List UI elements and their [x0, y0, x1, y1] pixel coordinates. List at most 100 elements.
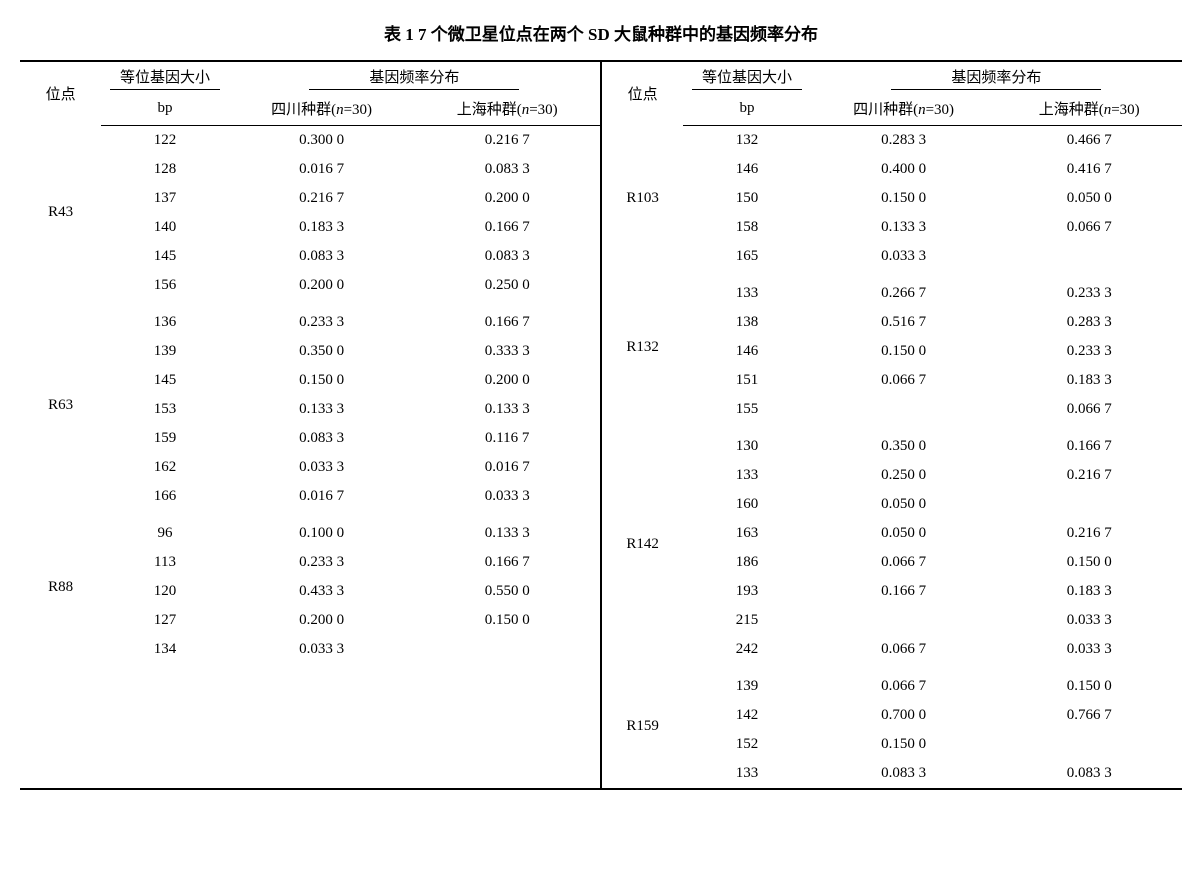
table-row: R1591390.066 70.150 0 [602, 664, 1182, 701]
cell-bp: 186 [683, 548, 811, 577]
cell-bp: 151 [683, 366, 811, 395]
cell-sichuan: 0.250 0 [811, 461, 997, 490]
table-row: 1530.133 30.133 3 [20, 395, 600, 424]
cell-bp: 156 [101, 271, 229, 300]
cell-shanghai: 0.083 3 [414, 155, 600, 184]
cell-shanghai: 0.183 3 [996, 366, 1182, 395]
cell-sichuan: 0.016 7 [229, 482, 415, 511]
cell-sichuan: 0.150 0 [811, 184, 997, 213]
table-row: 1520.150 0 [602, 730, 1182, 759]
cell-bp: 153 [101, 395, 229, 424]
table-row: 1860.066 70.150 0 [602, 548, 1182, 577]
cell-bp: 130 [683, 424, 811, 461]
cell-shanghai: 0.150 0 [414, 606, 600, 635]
cell-shanghai: 0.150 0 [996, 664, 1182, 701]
cell-sichuan: 0.300 0 [229, 126, 415, 156]
cell-sichuan: 0.283 3 [811, 126, 997, 156]
table-row: 1630.050 00.216 7 [602, 519, 1182, 548]
header-sichuan: 四川种群(n=30) [229, 94, 415, 126]
table-row: 1330.083 30.083 3 [602, 759, 1182, 788]
cell-shanghai: 0.200 0 [414, 366, 600, 395]
cell-sichuan: 0.150 0 [229, 366, 415, 395]
table-row: 1460.400 00.416 7 [602, 155, 1182, 184]
cell-bp: 142 [683, 701, 811, 730]
header-freq-dist: 基因频率分布 [811, 62, 1182, 94]
right-table: 位点 等位基因大小 基因频率分布 bp 四川种群(n=30) 上海种群(n=30… [602, 62, 1182, 788]
cell-bp: 133 [683, 759, 811, 788]
cell-sichuan: 0.150 0 [811, 337, 997, 366]
cell-sichuan: 0.350 0 [229, 337, 415, 366]
table-row: 1270.200 00.150 0 [20, 606, 600, 635]
cell-shanghai: 0.016 7 [414, 453, 600, 482]
table-row: 1580.133 30.066 7 [602, 213, 1182, 242]
cell-shanghai: 0.133 3 [414, 511, 600, 548]
cell-sichuan: 0.016 7 [229, 155, 415, 184]
cell-sichuan: 0.066 7 [811, 635, 997, 664]
cell-sichuan: 0.133 3 [811, 213, 997, 242]
cell-shanghai: 0.166 7 [414, 300, 600, 337]
table-row: 1620.033 30.016 7 [20, 453, 600, 482]
cell-shanghai: 0.766 7 [996, 701, 1182, 730]
cell-bp: 140 [101, 213, 229, 242]
header-freq-dist: 基因频率分布 [229, 62, 600, 94]
cell-sichuan: 0.033 3 [229, 453, 415, 482]
cell-shanghai: 0.066 7 [996, 213, 1182, 242]
table-left-half: 位点 等位基因大小 基因频率分布 bp 四川种群(n=30) 上海种群(n=30… [20, 62, 601, 788]
table-row: 1500.150 00.050 0 [602, 184, 1182, 213]
cell-bp: 158 [683, 213, 811, 242]
cell-shanghai [996, 242, 1182, 271]
cell-sichuan: 0.066 7 [811, 548, 997, 577]
cell-shanghai: 0.200 0 [414, 184, 600, 213]
cell-sichuan: 0.066 7 [811, 664, 997, 701]
cell-shanghai: 0.166 7 [414, 213, 600, 242]
cell-shanghai: 0.216 7 [996, 519, 1182, 548]
cell-bp: 113 [101, 548, 229, 577]
cell-shanghai: 0.166 7 [414, 548, 600, 577]
cell-shanghai: 0.066 7 [996, 395, 1182, 424]
header-shanghai: 上海种群(n=30) [996, 94, 1182, 126]
header-bp: bp [101, 94, 229, 126]
locus-cell: R142 [602, 424, 683, 664]
table-row: 1380.516 70.283 3 [602, 308, 1182, 337]
table-row: 1200.433 30.550 0 [20, 577, 600, 606]
cell-sichuan: 0.516 7 [811, 308, 997, 337]
cell-bp: 163 [683, 519, 811, 548]
cell-sichuan: 0.083 3 [811, 759, 997, 788]
cell-shanghai: 0.150 0 [996, 548, 1182, 577]
cell-shanghai: 0.033 3 [996, 606, 1182, 635]
header-sichuan: 四川种群(n=30) [811, 94, 997, 126]
cell-sichuan: 0.166 7 [811, 577, 997, 606]
cell-shanghai: 0.233 3 [996, 271, 1182, 308]
cell-sichuan: 0.700 0 [811, 701, 997, 730]
table-row: R631360.233 30.166 7 [20, 300, 600, 337]
table-container: 位点 等位基因大小 基因频率分布 bp 四川种群(n=30) 上海种群(n=30… [20, 60, 1182, 790]
header-locus: 位点 [20, 62, 101, 126]
cell-bp: 152 [683, 730, 811, 759]
cell-shanghai: 0.166 7 [996, 424, 1182, 461]
cell-sichuan: 0.233 3 [229, 300, 415, 337]
table-row: 1130.233 30.166 7 [20, 548, 600, 577]
cell-shanghai: 0.283 3 [996, 308, 1182, 337]
cell-shanghai: 0.183 3 [996, 577, 1182, 606]
table-row: R1321330.266 70.233 3 [602, 271, 1182, 308]
cell-sichuan: 0.400 0 [811, 155, 997, 184]
header-allele-size: 等位基因大小 [101, 62, 229, 94]
cell-bp: 139 [101, 337, 229, 366]
cell-sichuan: 0.200 0 [229, 271, 415, 300]
table-row: R88960.100 00.133 3 [20, 511, 600, 548]
table-title: 表 1 7 个微卫星位点在两个 SD 大鼠种群中的基因频率分布 [20, 20, 1182, 45]
table-row: R431220.300 00.216 7 [20, 126, 600, 156]
table-row: 1600.050 0 [602, 490, 1182, 519]
cell-bp: 134 [101, 635, 229, 664]
cell-sichuan: 0.050 0 [811, 490, 997, 519]
table-row: R1031320.283 30.466 7 [602, 126, 1182, 156]
table-row: 1460.150 00.233 3 [602, 337, 1182, 366]
cell-bp: 160 [683, 490, 811, 519]
table-row: 1660.016 70.033 3 [20, 482, 600, 511]
locus-cell: R43 [20, 126, 101, 301]
cell-sichuan: 0.050 0 [811, 519, 997, 548]
cell-bp: 96 [101, 511, 229, 548]
cell-sichuan: 0.083 3 [229, 424, 415, 453]
cell-bp: 120 [101, 577, 229, 606]
cell-bp: 155 [683, 395, 811, 424]
